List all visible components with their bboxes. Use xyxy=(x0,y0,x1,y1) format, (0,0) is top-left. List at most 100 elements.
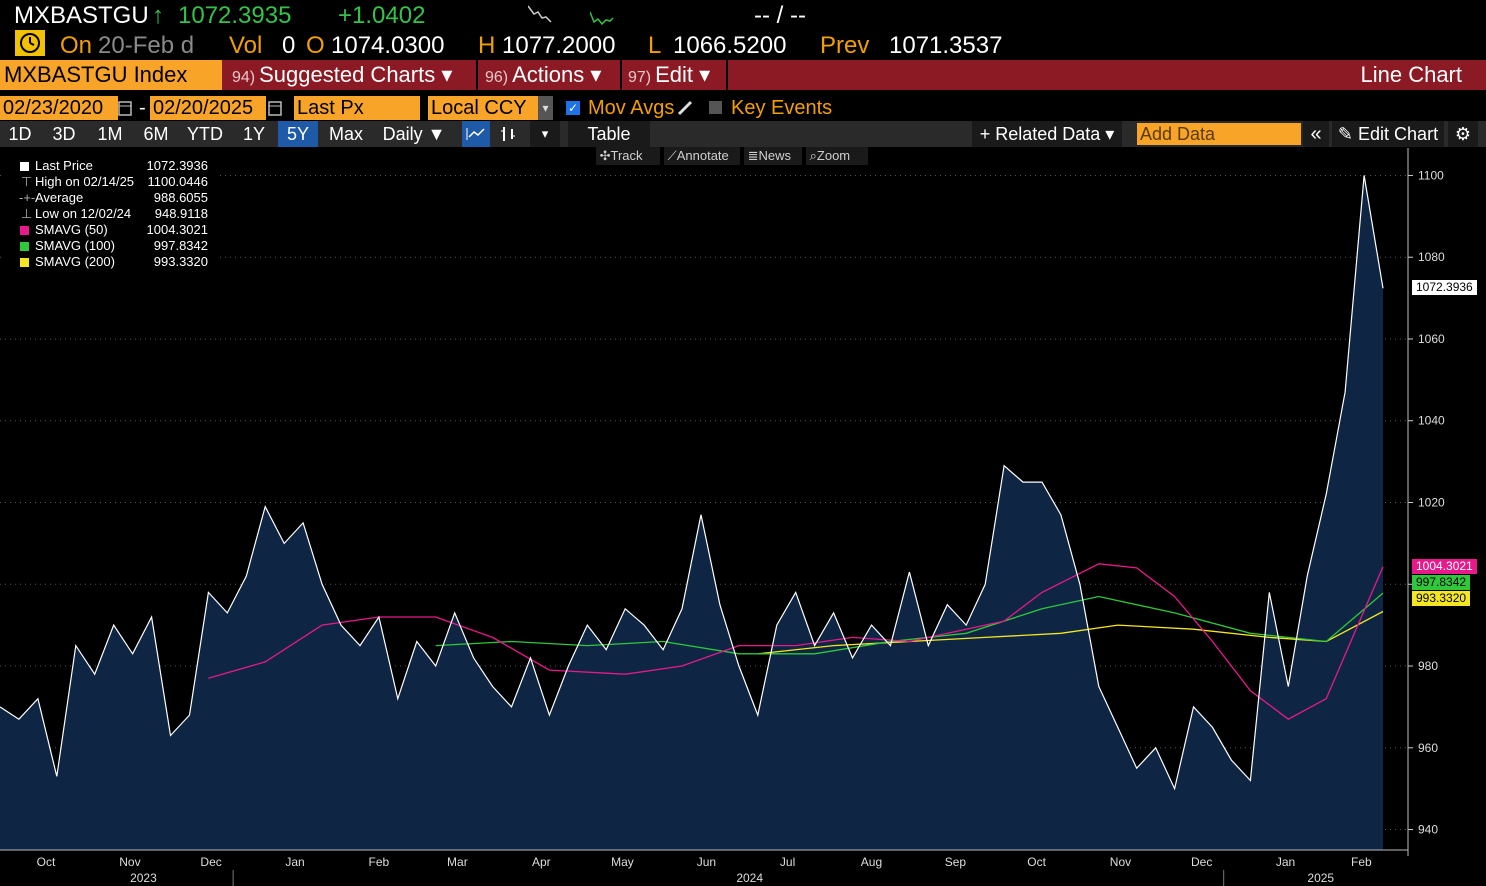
quote-header: MXBASTGU ↑ 1072.3935 +1.0402 -- / -- On … xyxy=(0,0,1486,59)
quote-date: 20-Feb d xyxy=(98,32,195,59)
price-line xyxy=(0,175,1384,791)
average-marker-icon: -+- xyxy=(19,190,36,205)
track-tool[interactable]: ✣ Track xyxy=(596,147,660,165)
frequency-select[interactable]: Daily ▼ xyxy=(382,124,446,144)
smavg50-tag: 1004.3021 xyxy=(1412,558,1477,574)
x-month-label: Mar xyxy=(447,855,468,869)
mov-avgs-label: Mov Avgs xyxy=(588,97,675,119)
end-date-input[interactable]: 02/20/2025 xyxy=(150,96,266,120)
table-button[interactable]: Table xyxy=(568,121,650,147)
menu-edit[interactable]: 97) Edit ▾ xyxy=(628,60,710,90)
legend-name: Low on 12/02/24 xyxy=(35,206,132,221)
divider xyxy=(726,60,728,90)
gear-icon[interactable]: ⚙ xyxy=(1448,121,1478,147)
x-month-label: Nov xyxy=(1110,855,1131,869)
y-tick-label: 1100 xyxy=(1418,168,1444,182)
period-3d-button[interactable]: 3D xyxy=(52,124,76,144)
divider xyxy=(476,60,478,90)
date-range-dash: - xyxy=(139,97,146,119)
legend-value: 993.3320 xyxy=(153,254,208,269)
x-month-label: Dec xyxy=(1191,855,1212,869)
on-label: On xyxy=(60,32,93,59)
menu-label: Suggested Charts ▾ xyxy=(259,62,453,87)
legend-name: SMAVG (100) xyxy=(35,238,115,253)
x-month-label: Nov xyxy=(119,855,140,869)
mov-avgs-checkbox[interactable]: ✓ xyxy=(566,101,580,115)
y-tick-label: 1060 xyxy=(1418,332,1445,346)
security-field[interactable]: MXBASTGU Index xyxy=(0,60,222,90)
smavg100-tag: 997.8342 xyxy=(1412,574,1471,590)
moving-average-line xyxy=(757,610,1384,655)
tool-label: News xyxy=(758,147,792,165)
legend-low: ⊥ Low on 12/02/24 948.9118 xyxy=(4,206,214,222)
period-6m-button[interactable]: 6M xyxy=(143,124,169,144)
key-events-checkbox[interactable] xyxy=(709,101,722,114)
bar-chart-icon[interactable] xyxy=(494,121,522,147)
prev-label: Prev xyxy=(820,32,870,59)
add-data-input[interactable]: Add Data xyxy=(1137,123,1301,145)
chevron-down-icon[interactable]: ▾ xyxy=(530,121,560,147)
legend-value: 1072.3936 xyxy=(146,158,208,173)
edit-chart-label: Edit Chart xyxy=(1358,124,1439,144)
moving-average-line xyxy=(208,563,1384,720)
period-1y-button[interactable]: 1Y xyxy=(242,124,266,144)
menu-number: 97) xyxy=(628,69,652,86)
chart-legend: Last Price 1072.3936 ⊤ High on 02/14/25 … xyxy=(4,155,218,273)
legend-average: -+- Average 988.6055 xyxy=(4,190,214,206)
alert-clock-icon[interactable] xyxy=(15,30,45,56)
period-5y-button[interactable]: 5Y xyxy=(278,121,318,147)
y-tick-label: 940 xyxy=(1418,823,1438,837)
calendar-icon[interactable] xyxy=(118,99,132,117)
y-tick-label: 1080 xyxy=(1418,250,1445,264)
chevron-down-icon[interactable]: ▾ xyxy=(538,96,553,120)
legend-value: 997.8342 xyxy=(153,238,208,253)
tool-label: Track xyxy=(610,147,643,165)
legend-smavg-100: SMAVG (100) 997.8342 xyxy=(4,238,214,254)
annotate-tool[interactable]: ⟋ Annotate xyxy=(664,147,740,165)
vol-label: Vol xyxy=(229,32,263,59)
open-label: O xyxy=(306,32,325,59)
chart-settings-row: 02/23/2020 - 02/20/2025 Last Px Local CC… xyxy=(0,96,1486,122)
x-month-label: Oct xyxy=(1027,855,1046,869)
period-ytd-button[interactable]: YTD xyxy=(187,124,223,144)
x-year-label: 2025 xyxy=(1307,871,1334,885)
period-max-button[interactable]: Max xyxy=(328,124,363,144)
legend-smavg-50: SMAVG (50) 1004.3021 xyxy=(4,222,214,238)
legend-name: Average xyxy=(35,190,84,205)
currency-select[interactable]: Local CCY xyxy=(428,96,538,120)
y-tick-label: 1040 xyxy=(1418,414,1445,428)
key-events-label: Key Events xyxy=(731,97,833,119)
collapse-icon[interactable]: « xyxy=(1303,121,1329,147)
x-month-label: Feb xyxy=(369,855,390,869)
legend-value: 1100.0446 xyxy=(147,174,209,189)
start-date-input[interactable]: 02/23/2020 xyxy=(0,96,118,120)
y-tick-label: 980 xyxy=(1418,659,1438,673)
edit-chart-button[interactable]: ✎ Edit Chart xyxy=(1332,121,1444,147)
white-swatch-icon xyxy=(20,162,29,171)
low-marker-icon: ⊥ xyxy=(21,206,33,221)
calendar-icon[interactable] xyxy=(268,99,282,117)
menu-actions[interactable]: 96) Actions ▾ xyxy=(485,60,601,90)
related-data-button[interactable]: + Related Data ▾ xyxy=(972,121,1122,147)
menu-suggested-charts[interactable]: 94) Suggested Charts ▾ xyxy=(232,60,452,90)
legend-name: Last Price xyxy=(35,158,93,173)
x-month-label: Apr xyxy=(532,855,551,869)
tool-label: Zoom xyxy=(816,147,851,165)
price-chart[interactable]: 940960980100010201040106010801100OctNovD… xyxy=(0,148,1486,886)
x-month-label: Jan xyxy=(1276,855,1295,869)
x-month-label: May xyxy=(611,855,634,869)
line-chart-icon[interactable] xyxy=(462,121,490,147)
zoom-tool[interactable]: ⌕ Zoom xyxy=(806,147,868,165)
news-tool[interactable]: ≣ News xyxy=(744,147,802,165)
yellow-swatch-icon xyxy=(20,258,29,267)
price-field-select[interactable]: Last Px xyxy=(294,96,420,120)
divider xyxy=(620,60,622,90)
period-1m-button[interactable]: 1M xyxy=(97,124,123,144)
period-1d-button[interactable]: 1D xyxy=(8,124,32,144)
x-year-label: 2023 xyxy=(130,871,157,885)
legend-value: 988.6055 xyxy=(153,190,208,205)
legend-name: SMAVG (50) xyxy=(35,222,108,237)
pencil-icon[interactable] xyxy=(676,99,694,117)
price-area xyxy=(0,175,1383,850)
last-price: 1072.3935 xyxy=(178,2,292,29)
